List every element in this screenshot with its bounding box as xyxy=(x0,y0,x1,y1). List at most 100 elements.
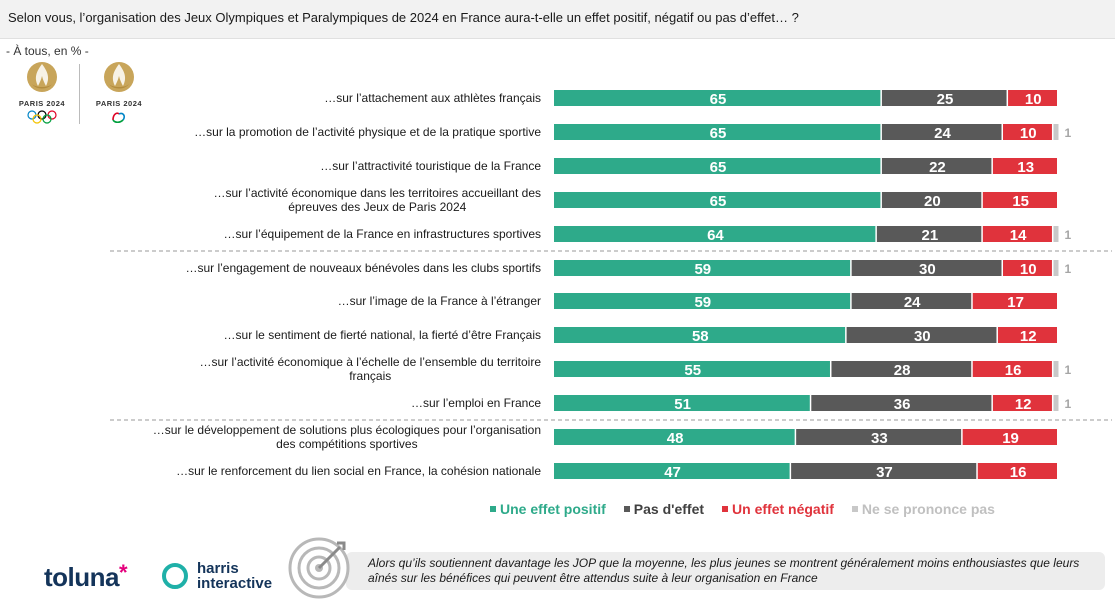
bar-segment-no-effect xyxy=(881,90,1007,106)
data-label-negative: 17 xyxy=(1007,294,1024,311)
data-label-positive: 65 xyxy=(710,159,727,176)
bar-segment-no-effect xyxy=(881,158,992,174)
logo-separator xyxy=(79,64,80,124)
legend-item-negative: Un effet négatif xyxy=(722,500,834,518)
bar-segment-negative xyxy=(977,463,1057,479)
olympic-logo: PARIS 2024 xyxy=(8,60,76,126)
bar-segment-negative xyxy=(992,158,1057,174)
legend-label-dont-know: Ne se prononce pas xyxy=(861,501,995,517)
question-band xyxy=(0,0,1115,39)
legend-swatch-negative xyxy=(722,506,729,512)
bar-segment-positive xyxy=(554,192,881,208)
data-label-no-effect: 37 xyxy=(876,464,893,481)
data-label-no-effect: 33 xyxy=(871,430,888,447)
data-label-negative: 15 xyxy=(1012,193,1029,210)
toluna-logo: toluna* xyxy=(44,560,128,593)
bar-segment-positive xyxy=(554,361,830,377)
data-label-negative: 10 xyxy=(1025,91,1042,108)
paralympic-flame-icon xyxy=(104,62,134,92)
data-label-negative: 14 xyxy=(1010,227,1027,244)
bar-segment-no-effect xyxy=(846,327,997,343)
bar-segment-no-effect xyxy=(851,293,972,309)
data-label-no-effect: 21 xyxy=(922,227,939,244)
data-label-dont-know: 1 xyxy=(1065,363,1072,377)
legend-item-dont-know: Ne se prononce pas xyxy=(851,500,995,518)
paralympic-logo: PARIS 2024 xyxy=(85,60,153,126)
data-label-positive: 59 xyxy=(694,261,711,278)
harris-interactive-logo: harris interactive xyxy=(197,561,272,591)
bar-segment-positive xyxy=(554,260,851,276)
olympic-logo-text: PARIS 2024 xyxy=(18,99,66,108)
data-label-positive: 51 xyxy=(674,396,691,413)
category-label: …sur l’attractivité touristique de la Fr… xyxy=(320,159,541,173)
bar-segment-positive xyxy=(554,226,876,242)
data-label-positive: 47 xyxy=(664,464,681,481)
category-label: …sur l’engagement de nouveaux bénévoles … xyxy=(185,261,541,275)
data-label-positive: 55 xyxy=(684,362,701,379)
data-label-no-effect: 24 xyxy=(904,294,921,311)
paris-2024-logos: PARIS 2024 PARIS 2024 xyxy=(8,60,153,126)
bar-segment-no-effect xyxy=(831,361,972,377)
target-icon xyxy=(288,537,350,599)
data-label-no-effect: 30 xyxy=(914,328,931,345)
note-band xyxy=(346,552,1105,590)
data-label-positive: 59 xyxy=(694,294,711,311)
question-text: Selon vous, l’organisation des Jeux Olym… xyxy=(8,10,799,25)
bar-segment-dont-know xyxy=(1053,124,1059,140)
category-label: …sur l’équipement de la France en infras… xyxy=(224,227,541,241)
harris-logo-line1: harris xyxy=(197,560,239,577)
data-label-positive: 58 xyxy=(692,328,709,345)
data-label-no-effect: 36 xyxy=(894,396,911,413)
category-label: …sur le développement de solutions plus … xyxy=(153,423,541,451)
category-label: …sur l’activité économique dans les terr… xyxy=(214,186,542,214)
bar-segment-dont-know xyxy=(1053,226,1059,242)
category-label: …sur l’image de la France à l’étranger xyxy=(338,294,541,308)
legend-label-positive: Une effet positif xyxy=(500,501,606,517)
data-label-no-effect: 28 xyxy=(894,362,911,379)
category-label: …sur l’attachement aux athlètes français xyxy=(324,91,541,105)
category-label: …sur l’activité économique à l’échelle d… xyxy=(199,355,541,383)
bar-segment-positive xyxy=(554,395,810,411)
bar-segment-negative xyxy=(972,293,1057,309)
bar-segment-positive xyxy=(554,158,881,174)
bar-segment-negative xyxy=(997,327,1057,343)
data-label-dont-know: 1 xyxy=(1065,126,1072,140)
bar-segment-no-effect xyxy=(876,226,982,242)
data-label-negative: 12 xyxy=(1020,328,1037,345)
note-text: Alors qu’ils soutiennent davantage les J… xyxy=(368,556,1080,585)
bar-segment-negative xyxy=(972,361,1052,377)
bar-segment-no-effect xyxy=(851,260,1002,276)
chart-legend: Une effet positif Pas d'effet Un effet n… xyxy=(490,500,995,518)
data-label-no-effect: 25 xyxy=(937,91,954,108)
asterisk-icon: * xyxy=(119,560,128,585)
bar-segment-no-effect xyxy=(796,429,962,445)
paralympic-logo-text: PARIS 2024 xyxy=(95,99,143,108)
bar-segment-dont-know xyxy=(1053,395,1059,411)
legend-item-positive: Une effet positif xyxy=(490,500,606,518)
category-label: …sur le renforcement du lien social en F… xyxy=(176,464,541,478)
data-label-negative: 16 xyxy=(1005,362,1022,379)
data-label-negative: 10 xyxy=(1020,261,1037,278)
bar-segment-negative xyxy=(992,395,1052,411)
bar-segment-negative xyxy=(982,226,1052,242)
category-label: …sur le sentiment de fierté national, la… xyxy=(224,328,541,342)
bar-segment-negative xyxy=(1003,124,1052,140)
harris-ring-icon xyxy=(162,563,188,589)
legend-item-no-effect: Pas d'effet xyxy=(623,500,705,518)
bar-segment-dont-know xyxy=(1053,260,1059,276)
data-label-no-effect: 22 xyxy=(929,159,946,176)
legend-swatch-dont-know xyxy=(851,506,858,512)
bar-segment-positive xyxy=(554,429,795,445)
bar-segment-no-effect xyxy=(811,395,992,411)
category-label: …sur la promotion de l’activité physique… xyxy=(194,125,541,139)
data-label-no-effect: 30 xyxy=(919,261,936,278)
data-label-negative: 19 xyxy=(1002,430,1019,447)
base-label: - À tous, en % - xyxy=(6,44,89,58)
bar-segment-no-effect xyxy=(881,192,982,208)
legend-label-no-effect: Pas d'effet xyxy=(633,501,705,517)
bar-segment-positive xyxy=(554,463,790,479)
bar-segment-negative xyxy=(982,192,1057,208)
agitos-icon xyxy=(112,112,126,124)
legend-swatch-positive xyxy=(490,506,496,512)
